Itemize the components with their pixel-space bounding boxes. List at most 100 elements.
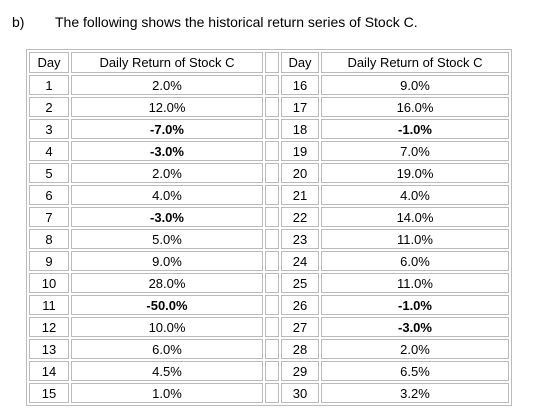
table-row: 3 -7.0% 18 -1.0% (29, 119, 509, 139)
spacer-cell (265, 207, 279, 227)
spacer-cell (265, 52, 279, 73)
spacer-cell (265, 273, 279, 293)
spacer-cell (265, 141, 279, 161)
table-row: Day Daily Return of Stock C Day Daily Retur… (29, 52, 509, 73)
table-cell: -3.0% (71, 141, 263, 161)
table-cell: 1 (29, 75, 69, 95)
table-row: 2 12.0% 17 16.0% (29, 97, 509, 117)
table-cell: 11 (29, 295, 69, 315)
table-cell: 14.0% (321, 207, 509, 227)
table-cell: 19 (281, 141, 319, 161)
table-cell: -1.0% (321, 119, 509, 139)
intro-text: The following shows the historical retur… (55, 14, 418, 30)
table-cell: 9 (29, 251, 69, 271)
table-cell: -1.0% (321, 295, 509, 315)
table-row: 15 1.0% 30 3.2% (29, 383, 509, 403)
table-cell: 6.0% (321, 251, 509, 271)
table-row: 10 28.0% 25 11.0% (29, 273, 509, 293)
header-cell: Day (281, 52, 319, 73)
table-row: 7 -3.0% 22 14.0% (29, 207, 509, 227)
table-cell: 5.0% (71, 229, 263, 249)
table-cell: 16.0% (321, 97, 509, 117)
spacer-cell (265, 119, 279, 139)
table-cell: -3.0% (71, 207, 263, 227)
table-cell: 4.0% (321, 185, 509, 205)
table-cell: 6.0% (71, 339, 263, 359)
table-cell: 2.0% (321, 339, 509, 359)
table-cell: 4 (29, 141, 69, 161)
table-cell: 10 (29, 273, 69, 293)
table-cell: 28.0% (71, 273, 263, 293)
table-cell: 4.0% (71, 185, 263, 205)
table-cell: 9.0% (71, 251, 263, 271)
table-cell: 8 (29, 229, 69, 249)
spacer-cell (265, 339, 279, 359)
question-label: b) (12, 14, 25, 30)
table-row: 9 9.0% 24 6.0% (29, 251, 509, 271)
table-cell: 11.0% (321, 273, 509, 293)
table-cell: -50.0% (71, 295, 263, 315)
table-cell: 1.0% (71, 383, 263, 403)
spacer-cell (265, 163, 279, 183)
table-cell: 19.0% (321, 163, 509, 183)
spacer-cell (265, 361, 279, 381)
table-row: 5 2.0% 20 19.0% (29, 163, 509, 183)
table-cell: 28 (281, 339, 319, 359)
table-cell: 2.0% (71, 75, 263, 95)
header-cell: Daily Return of Stock C (71, 52, 263, 73)
table-cell: 23 (281, 229, 319, 249)
table-cell: 2 (29, 97, 69, 117)
table-row: 6 4.0% 21 4.0% (29, 185, 509, 205)
table-row: 13 6.0% 28 2.0% (29, 339, 509, 359)
table-cell: 3.2% (321, 383, 509, 403)
table-cell: 5 (29, 163, 69, 183)
table-cell: 24 (281, 251, 319, 271)
table-cell: 14 (29, 361, 69, 381)
table-cell: 7 (29, 207, 69, 227)
table-cell: 6 (29, 185, 69, 205)
table-cell: 9.0% (321, 75, 509, 95)
table-cell: 21 (281, 185, 319, 205)
header-cell: Day (29, 52, 69, 73)
spacer-cell (265, 75, 279, 95)
spacer-cell (265, 251, 279, 271)
table-cell: 20 (281, 163, 319, 183)
table-cell: 26 (281, 295, 319, 315)
table-cell: 17 (281, 97, 319, 117)
header-cell: Daily Return of Stock C (321, 52, 509, 73)
spacer-cell (265, 97, 279, 117)
table-cell: 30 (281, 383, 319, 403)
table-cell: 12.0% (71, 97, 263, 117)
table-row: 8 5.0% 23 11.0% (29, 229, 509, 249)
table-row: 4 -3.0% 19 7.0% (29, 141, 509, 161)
table-cell: 7.0% (321, 141, 509, 161)
return-table: Day Daily Return of Stock C Day Daily Retur… (26, 49, 512, 406)
table-row: 1 2.0% 16 9.0% (29, 75, 509, 95)
table-cell: 25 (281, 273, 319, 293)
table-cell: 10.0% (71, 317, 263, 337)
table-cell: -3.0% (321, 317, 509, 337)
table-cell: 22 (281, 207, 319, 227)
spacer-cell (265, 229, 279, 249)
spacer-cell (265, 383, 279, 403)
spacer-cell (265, 295, 279, 315)
spacer-cell (265, 317, 279, 337)
table-cell: 15 (29, 383, 69, 403)
table-row: 11 -50.0% 26 -1.0% (29, 295, 509, 315)
spacer-cell (265, 185, 279, 205)
table-cell: 18 (281, 119, 319, 139)
table-cell: 27 (281, 317, 319, 337)
table-cell: 6.5% (321, 361, 509, 381)
table-row: 14 4.5% 29 6.5% (29, 361, 509, 381)
table-cell: 4.5% (71, 361, 263, 381)
table-cell: 13 (29, 339, 69, 359)
table-cell: 11.0% (321, 229, 509, 249)
table-cell: 29 (281, 361, 319, 381)
table-row: 12 10.0% 27 -3.0% (29, 317, 509, 337)
table-cell: 3 (29, 119, 69, 139)
table-cell: 12 (29, 317, 69, 337)
table-cell: 16 (281, 75, 319, 95)
table-cell: 2.0% (71, 163, 263, 183)
table-cell: -7.0% (71, 119, 263, 139)
